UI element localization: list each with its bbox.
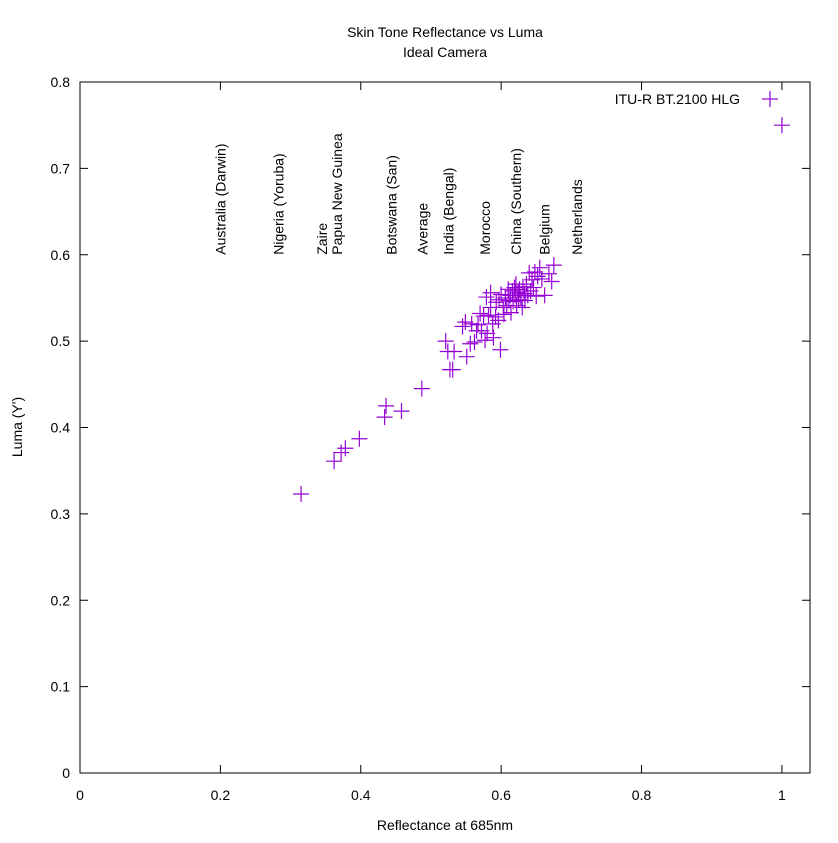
data-point bbox=[531, 259, 548, 276]
data-point bbox=[293, 486, 310, 503]
data-point bbox=[446, 343, 463, 360]
chart-title: Skin Tone Reflectance vs Luma bbox=[347, 24, 543, 40]
x-tick-label: 1 bbox=[778, 787, 786, 803]
x-tick-label: 0.6 bbox=[491, 787, 511, 803]
legend-label: ITU-R BT.2100 HLG bbox=[615, 91, 740, 107]
annotation-label: Morocco bbox=[477, 201, 493, 255]
annotation-label: Zaire bbox=[314, 223, 330, 255]
data-point bbox=[540, 265, 557, 282]
data-point bbox=[457, 314, 474, 331]
y-tick-label: 0.1 bbox=[51, 679, 71, 695]
data-point bbox=[337, 440, 354, 457]
annotation-label: China (Southern) bbox=[508, 148, 524, 255]
chart-subtitle: Ideal Camera bbox=[403, 44, 487, 60]
data-point bbox=[466, 333, 483, 350]
data-point bbox=[378, 397, 395, 414]
data-point bbox=[516, 285, 533, 302]
data-point bbox=[529, 268, 546, 285]
y-tick-label: 0 bbox=[62, 765, 70, 781]
annotation-label: Nigeria (Yoruba) bbox=[271, 153, 287, 254]
data-point bbox=[536, 287, 553, 304]
data-point bbox=[485, 329, 502, 346]
annotation-label: Netherlands bbox=[569, 179, 585, 255]
data-point bbox=[478, 289, 495, 306]
data-point bbox=[393, 403, 410, 420]
data-point bbox=[413, 380, 430, 397]
legend-marker bbox=[762, 91, 778, 107]
data-point bbox=[472, 305, 489, 322]
y-tick-label: 0.2 bbox=[51, 592, 71, 608]
annotation-label: Papua New Guinea bbox=[329, 133, 345, 255]
annotation-label: Belgium bbox=[537, 204, 553, 255]
data-point bbox=[525, 279, 542, 296]
data-point bbox=[469, 316, 486, 333]
data-point bbox=[326, 453, 343, 470]
data-point bbox=[376, 409, 393, 426]
data-point bbox=[458, 348, 475, 365]
y-tick-label: 0.5 bbox=[51, 333, 71, 349]
annotation-label: Botswana (San) bbox=[384, 155, 400, 255]
x-axis-title: Reflectance at 685nm bbox=[377, 817, 513, 833]
annotation-group: Australia (Darwin) Nigeria (Yoruba) ZaireP… bbox=[212, 133, 585, 255]
data-point bbox=[479, 325, 496, 342]
points-group bbox=[293, 117, 790, 503]
tick-group: 0 0.2 0.4 0.6 0.8 1 0 0.1 0.2 0.3 0.4 0.5 0.6 0.7 0.8 bbox=[51, 74, 810, 803]
data-point bbox=[543, 273, 560, 290]
data-point bbox=[351, 430, 368, 447]
data-point bbox=[482, 284, 499, 301]
y-tick-label: 0.4 bbox=[51, 420, 71, 436]
x-tick-label: 0.8 bbox=[632, 787, 652, 803]
annotation-label: Australia (Darwin) bbox=[212, 144, 228, 255]
annotation-label: India (Bengal) bbox=[441, 168, 457, 255]
data-point bbox=[514, 299, 531, 316]
data-point bbox=[454, 318, 471, 335]
x-tick-label: 0.4 bbox=[351, 787, 371, 803]
y-tick-label: 0.8 bbox=[51, 74, 71, 90]
data-point bbox=[514, 278, 531, 295]
data-point bbox=[492, 341, 509, 358]
y-tick-label: 0.7 bbox=[51, 160, 71, 176]
data-point bbox=[528, 288, 545, 305]
legend: ITU-R BT.2100 HLG bbox=[615, 91, 778, 107]
y-axis-title: Luma (Y') bbox=[9, 397, 25, 457]
data-point bbox=[437, 333, 454, 350]
data-point bbox=[333, 444, 350, 461]
y-tick-label: 0.6 bbox=[51, 247, 71, 263]
x-tick-label: 0.2 bbox=[211, 787, 231, 803]
data-point bbox=[463, 315, 480, 332]
data-point bbox=[477, 332, 494, 349]
x-tick-label: 0 bbox=[76, 787, 84, 803]
data-point bbox=[444, 361, 461, 378]
data-point bbox=[462, 335, 479, 352]
data-point bbox=[495, 306, 512, 323]
data-point bbox=[545, 257, 562, 274]
data-point bbox=[773, 117, 790, 134]
legend-plus-marker bbox=[762, 91, 778, 107]
y-tick-label: 0.3 bbox=[51, 506, 71, 522]
data-point bbox=[480, 307, 497, 324]
annotation-label: Average bbox=[415, 203, 431, 255]
data-point bbox=[487, 308, 504, 325]
data-point bbox=[512, 289, 529, 306]
